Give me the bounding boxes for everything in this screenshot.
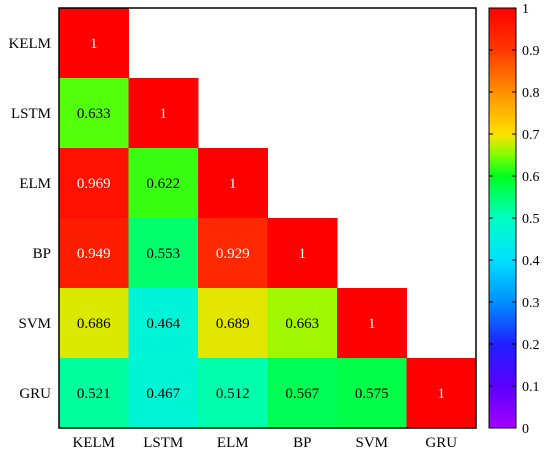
cell-value-label: 0.575: [355, 386, 389, 402]
x-tick-labels: KELM LSTM ELM BP SVM GRU: [73, 435, 458, 451]
heatmap-cell-bp-kelm: [59, 218, 129, 289]
heatmap-cell-lstm-lstm: [128, 78, 199, 149]
cell-value-label: 0.553: [146, 246, 180, 262]
heatmap-cell-labels: 1 0.633 1 0.969 0.622 1 0.949 0.553 0.929 1 0.686 0…: [77, 36, 445, 402]
colorbar-tick-label: 0.9: [522, 44, 540, 59]
x-tick-label-bp: BP: [293, 435, 311, 451]
heatmap-cell-kelm-kelm: [59, 8, 129, 79]
cell-value-label: 0.663: [285, 316, 319, 332]
heatmap-cell-bp-lstm: [128, 218, 199, 289]
heatmap-cell-gru-svm: [337, 358, 407, 429]
x-tick-label-gru: GRU: [425, 435, 457, 451]
colorbar-tick-label: 0.6: [522, 170, 540, 185]
cell-value-label: 0.949: [77, 246, 111, 262]
heatmap-cell-lstm-kelm: [59, 78, 129, 149]
heatmap-cell-bp-elm: [198, 218, 268, 289]
cell-value-label: 0.521: [77, 386, 111, 402]
colorbar-tick-label: 1: [522, 2, 529, 17]
heatmap-cell-svm-lstm: [128, 288, 199, 359]
x-tick-label-svm: SVM: [355, 435, 388, 451]
heatmap-cell-gru-lstm: [128, 358, 199, 429]
colorbar: [488, 7, 517, 429]
x-tick-label-elm: ELM: [217, 435, 249, 451]
colorbar-ticks: 0 0.1 0.2 0.3 0.4 0.5 0.6 0.7 0.8 0.9 1: [489, 2, 540, 437]
cell-value-label: 0.689: [216, 316, 250, 332]
y-tick-label-gru: GRU: [19, 386, 51, 402]
cell-value-label: 0.633: [77, 106, 111, 122]
cell-value-label: 0.969: [77, 176, 111, 192]
colorbar-tick-label: 0.2: [522, 338, 540, 353]
y-tick-label-svm: SVM: [18, 316, 51, 332]
cell-value-label: 0.929: [216, 246, 250, 262]
heatmap-cell-svm-kelm: [59, 288, 129, 359]
colorbar-tick-label: 0: [522, 422, 529, 437]
cell-value-label: 0.512: [216, 386, 250, 402]
plot-frame: [58, 7, 477, 429]
heatmap-cell-gru-elm: [198, 358, 268, 429]
y-tick-label-lstm: LSTM: [11, 106, 51, 122]
cell-value-label: 0.622: [146, 176, 180, 192]
colorbar-tick-label: 0.8: [522, 86, 540, 101]
y-tick-labels: KELM LSTM ELM BP SVM GRU: [9, 36, 52, 402]
cell-value-label: 1: [229, 176, 237, 192]
colorbar-tick-label: 0.5: [522, 212, 540, 227]
cell-value-label: 1: [299, 246, 307, 262]
x-tick-label-lstm: LSTM: [143, 435, 183, 451]
cell-value-label: 0.467: [146, 386, 180, 402]
heatmap-cell-gru-kelm: [59, 358, 129, 429]
cell-value-label: 0.567: [285, 386, 319, 402]
y-tick-label-bp: BP: [33, 246, 51, 262]
heatmap-cell-gru-gru: [406, 358, 477, 429]
x-tick-label-kelm: KELM: [73, 435, 116, 451]
heatmap-cell-elm-kelm: [59, 148, 129, 219]
heatmap-cells: [59, 8, 477, 429]
cell-value-label: 1: [90, 36, 98, 52]
heatmap-cell-elm-elm: [198, 148, 268, 219]
heatmap-cell-svm-elm: [198, 288, 268, 359]
heatmap-cell-gru-bp: [267, 358, 338, 429]
y-tick-label-elm: ELM: [19, 176, 51, 192]
heatmap-cell-bp-bp: [267, 218, 338, 289]
colorbar-tick-label: 0.4: [522, 254, 540, 269]
cell-value-label: 1: [368, 316, 376, 332]
heatmap-cell-elm-lstm: [128, 148, 199, 219]
cell-value-label: 1: [160, 106, 168, 122]
colorbar-tick-label: 0.3: [522, 296, 540, 311]
y-tick-label-kelm: KELM: [9, 36, 52, 52]
cell-value-label: 0.464: [146, 316, 180, 332]
cell-value-label: 0.686: [77, 316, 111, 332]
colorbar-tick-label: 0.7: [522, 128, 540, 143]
colorbar-tick-label: 0.1: [522, 380, 540, 395]
cell-value-label: 1: [438, 386, 446, 402]
heatmap-cell-svm-svm: [337, 288, 407, 359]
heatmap-cell-svm-bp: [267, 288, 338, 359]
